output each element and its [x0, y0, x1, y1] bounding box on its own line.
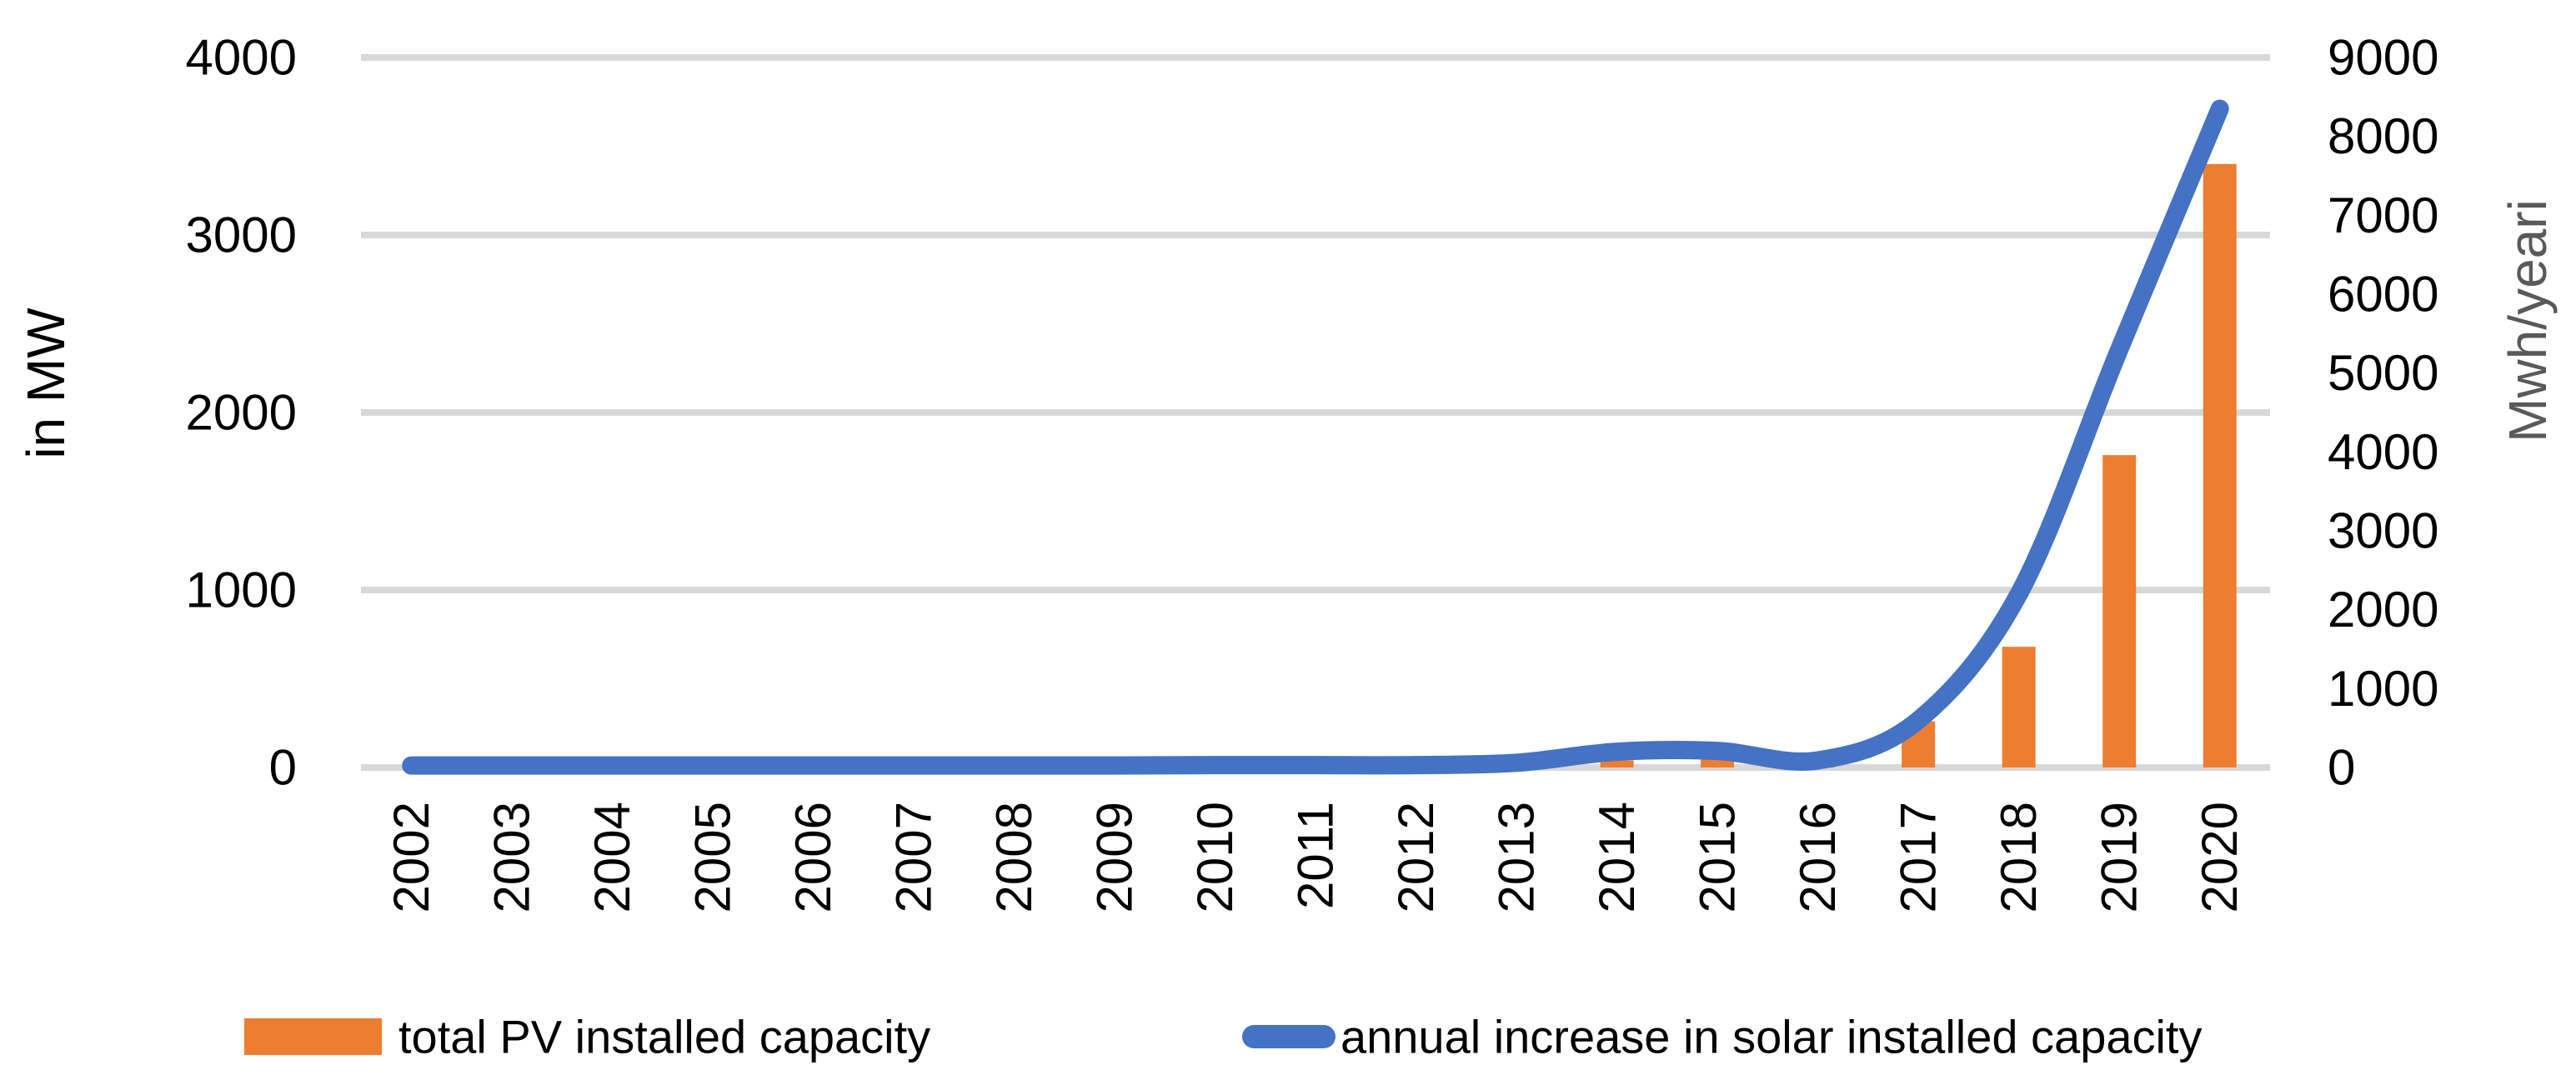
bar-2018 — [2002, 647, 2036, 768]
x-axis-label: 2004 — [584, 802, 640, 912]
right-tick-label: 3000 — [2328, 503, 2438, 559]
legend-bar-swatch — [244, 1018, 382, 1055]
x-axis-label: 2014 — [1589, 802, 1645, 912]
x-axis-label: 2017 — [1891, 802, 1947, 912]
x-axis-label: 2020 — [2192, 802, 2248, 912]
right-tick-label: 5000 — [2328, 345, 2438, 401]
x-axis-labels: 2002 2003 2004 2005 2006 2007 2008 2009 2010 2011… — [383, 802, 2248, 912]
right-tick-label: 8000 — [2328, 108, 2438, 164]
right-tick-label: 6000 — [2328, 267, 2438, 322]
right-tick-label: 9000 — [2328, 30, 2438, 86]
legend-line-swatch — [1242, 1025, 1336, 1048]
right-axis-ticks: 0 1000 2000 3000 4000 5000 6000 7000 8000 9000 — [2328, 30, 2438, 796]
right-tick-label: 0 — [2328, 740, 2355, 796]
left-tick-label: 3000 — [186, 208, 297, 263]
left-tick-label: 2000 — [186, 385, 297, 441]
x-axis-label: 2013 — [1489, 802, 1545, 912]
left-tick-label: 1000 — [186, 562, 297, 618]
x-axis-label: 2018 — [1991, 802, 2047, 912]
left-axis-ticks: 0 1000 2000 3000 4000 — [186, 30, 297, 796]
bar-2020 — [2203, 163, 2237, 768]
gridlines-layer — [361, 54, 2270, 771]
right-tick-label: 2000 — [2328, 582, 2438, 638]
x-axis-label: 2015 — [1690, 802, 1746, 912]
left-tick-label: 0 — [269, 740, 297, 796]
x-axis-label: 2003 — [484, 802, 539, 912]
x-axis-label: 2016 — [1790, 802, 1846, 912]
legend: total PV installed capacity annual incre… — [244, 1011, 2202, 1063]
x-axis-label: 2012 — [1388, 802, 1444, 912]
right-tick-label: 7000 — [2328, 188, 2438, 243]
bar-2019 — [2102, 455, 2137, 768]
x-axis-label: 2010 — [1187, 802, 1243, 912]
x-axis-label: 2011 — [1288, 802, 1344, 909]
x-axis-label: 2008 — [986, 802, 1042, 912]
right-tick-label: 4000 — [2328, 424, 2438, 480]
line-series-layer — [402, 99, 2229, 775]
left-tick-label: 4000 — [186, 30, 297, 86]
x-axis-label: 2006 — [785, 802, 841, 912]
x-axis-label: 2007 — [885, 802, 941, 912]
right-tick-label: 1000 — [2328, 661, 2438, 717]
x-axis-label: 2009 — [1086, 802, 1142, 912]
bar-2015 — [1701, 759, 1735, 768]
x-axis-label: 2005 — [684, 802, 740, 912]
x-axis-label: 2019 — [2092, 802, 2148, 912]
bar-series-layer — [1600, 163, 2237, 768]
left-axis-title: in MW — [16, 308, 76, 459]
bar-2014 — [1600, 760, 1634, 768]
legend-line-label: annual increase in solar installed capac… — [1341, 1011, 2202, 1063]
legend-bar-label: total PV installed capacity — [398, 1011, 930, 1063]
annual-increase-line — [402, 99, 2229, 775]
right-axis-title: Mwh/yeari — [2498, 199, 2558, 442]
x-axis-label: 2002 — [383, 802, 439, 912]
